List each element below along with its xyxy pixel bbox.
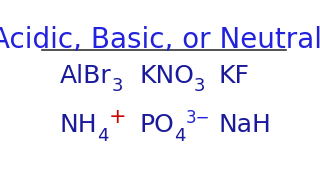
Text: 3: 3 [112, 77, 123, 95]
Text: 3−: 3− [186, 109, 210, 127]
Text: Acidic, Basic, or Neutral?: Acidic, Basic, or Neutral? [0, 26, 320, 54]
Text: KF: KF [219, 64, 250, 88]
Text: NaH: NaH [219, 113, 271, 138]
Text: NH: NH [60, 113, 98, 138]
Text: PO: PO [139, 113, 174, 138]
Text: +: + [109, 107, 127, 127]
Text: 4: 4 [174, 127, 186, 145]
Text: 4: 4 [98, 127, 109, 145]
Text: 3: 3 [194, 77, 205, 95]
Text: AlBr: AlBr [60, 64, 112, 88]
Text: KNO: KNO [139, 64, 194, 88]
